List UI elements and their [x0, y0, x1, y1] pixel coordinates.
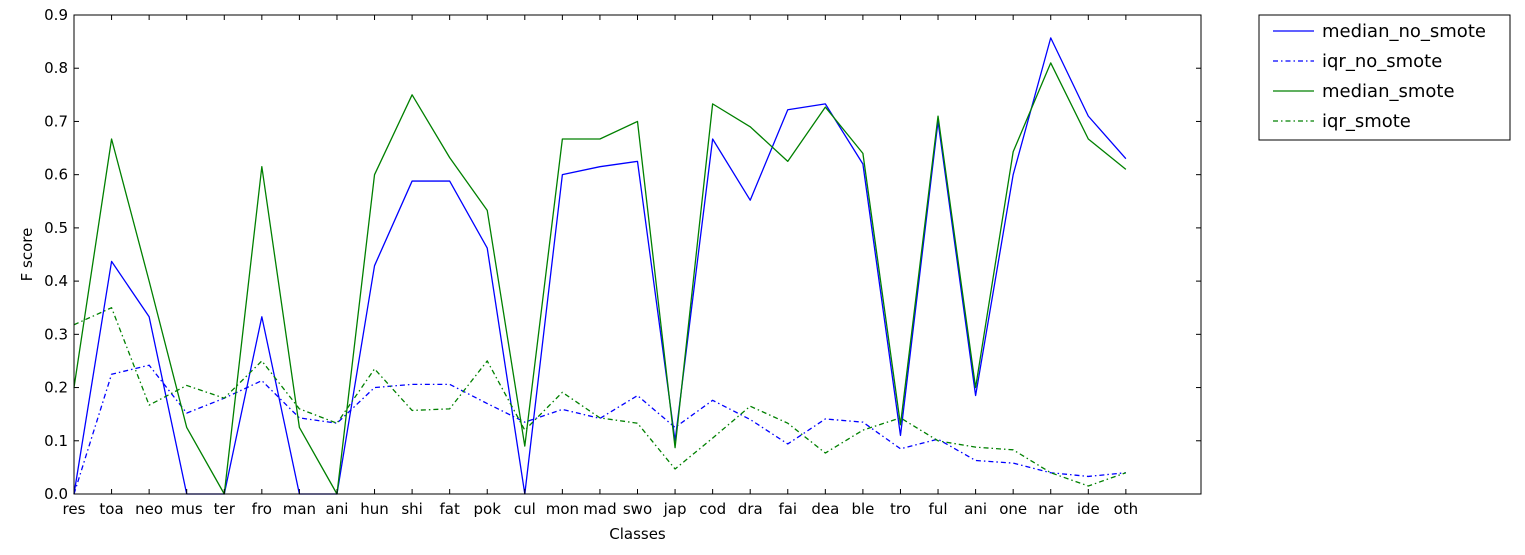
x-tick-label: dea [811, 500, 839, 518]
series-line-iqr-no-smote [73, 364, 1126, 495]
x-tick-label: ble [851, 500, 874, 518]
y-tick-label: 0.2 [44, 379, 68, 397]
legend-frame [1258, 14, 1511, 141]
x-tick-label: nar [1038, 500, 1064, 518]
y-tick-label: 0.9 [44, 6, 68, 24]
y-tick-label: 0.6 [44, 166, 68, 184]
legend-label: median_no_smote [1322, 21, 1486, 42]
x-tick-label: oth [1114, 500, 1139, 518]
series-line-median-no-smote [73, 37, 1127, 495]
x-tick-label: cod [699, 500, 726, 518]
x-tick-label: shi [401, 500, 423, 518]
y-tick-label: 0.1 [44, 432, 68, 450]
x-axis-label: Classes [609, 525, 666, 543]
legend-label: iqr_no_smote [1322, 51, 1442, 72]
x-tick-label: ter [214, 500, 236, 518]
y-tick-label: 0.5 [44, 219, 68, 237]
y-tick-label: 0.7 [44, 112, 68, 130]
x-tick-label: fat [439, 500, 459, 518]
legend-label: iqr_smote [1322, 111, 1411, 132]
x-tick-label: hun [360, 500, 389, 518]
y-tick-label: 0.4 [44, 272, 68, 290]
x-tick-label: mad [583, 500, 616, 518]
legend: median_no_smote iqr_no_smote median_smotei… [1258, 14, 1511, 141]
x-tick-label: tro [890, 500, 911, 518]
legend-label: median_smote [1322, 81, 1455, 102]
x-tick-label: ful [929, 500, 948, 518]
y-axis-label: F score [18, 228, 36, 282]
x-tick-label: jap [663, 500, 687, 518]
x-tick-label: res [63, 500, 86, 518]
x-tick-label: pok [474, 500, 502, 518]
x-tick-label: cul [514, 500, 536, 518]
x-tick-label: neo [135, 500, 163, 518]
y-tick-label: 0.3 [44, 325, 68, 343]
series-line-iqr-smote [73, 307, 1127, 487]
x-tick-label: dra [738, 500, 763, 518]
x-tick-label: toa [99, 500, 123, 518]
x-tick-label: ani [326, 500, 349, 518]
x-tick-label: swo [623, 500, 652, 518]
x-tick-label: mon [546, 500, 579, 518]
x-tick-label: one [999, 500, 1027, 518]
series-layer [73, 37, 1127, 495]
x-tick-label: fro [252, 500, 272, 518]
x-tick-label: ani [964, 500, 987, 518]
axes-frame [73, 14, 1202, 495]
series-line-median-smote [73, 62, 1127, 495]
x-tick-label: ide [1077, 500, 1100, 518]
y-tick-label: 0.0 [44, 485, 68, 503]
x-tick-label: fai [778, 500, 797, 518]
x-tick-label: mus [171, 500, 203, 518]
y-tick-label: 0.8 [44, 59, 68, 77]
x-tick-label: man [283, 500, 316, 518]
